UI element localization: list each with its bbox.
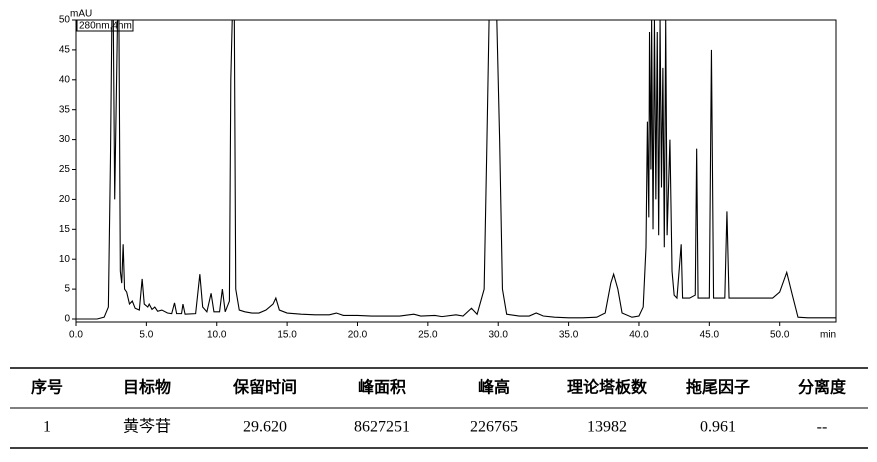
x-tick-label: 30.0 <box>488 330 508 341</box>
y-tick-label: 10 <box>59 254 71 265</box>
table-header-cell: 峰面积 <box>358 378 406 397</box>
y-tick-label: 15 <box>59 224 71 235</box>
table-header-cell: 分离度 <box>798 378 847 397</box>
table-cell: -- <box>817 419 828 436</box>
table-cell: 13982 <box>587 419 627 436</box>
legend-box <box>76 19 134 32</box>
table-cell: 1 <box>43 419 51 436</box>
x-tick-label: 5.0 <box>139 330 153 341</box>
table-header-cell: 理论塔板数 <box>567 378 648 397</box>
table-cell: 226765 <box>470 419 518 436</box>
y-tick-label: 25 <box>59 164 71 175</box>
x-tick-label: 45.0 <box>700 330 720 341</box>
y-tick-label: 0 <box>64 314 70 325</box>
y-tick-label: 20 <box>59 194 71 205</box>
y-tick-label: 30 <box>59 134 71 145</box>
x-axis-label: min <box>820 330 836 341</box>
y-axis-label: mAU <box>70 9 92 20</box>
x-tick-label: 35.0 <box>559 330 579 341</box>
table-cell: 0.961 <box>700 419 736 436</box>
x-tick-label: 20.0 <box>348 330 368 341</box>
x-tick-label: 0.0 <box>69 330 83 341</box>
x-tick-label: 25.0 <box>418 330 438 341</box>
y-tick-label: 50 <box>59 15 71 26</box>
table-cell: 29.620 <box>243 419 287 436</box>
y-tick-label: 45 <box>59 45 71 56</box>
table-header-cell: 拖尾因子 <box>686 378 750 397</box>
legend-label: 280nm,4nm <box>79 21 132 32</box>
table-cell: 8627251 <box>354 419 410 436</box>
table-cell: 黄芩苷 <box>123 418 171 436</box>
x-tick-label: 40.0 <box>629 330 649 341</box>
plot-frame <box>75 19 837 323</box>
table-header-cell: 目标物 <box>123 378 171 397</box>
x-tick-label: 50.0 <box>770 330 790 341</box>
table-header-cell: 序号 <box>31 378 63 397</box>
y-tick-label: 40 <box>59 74 71 85</box>
x-tick-label: 10.0 <box>207 330 227 341</box>
trace-line <box>76 20 836 320</box>
y-tick-label: 5 <box>64 284 70 295</box>
table-header-cell: 峰高 <box>478 378 510 397</box>
table-header-cell: 保留时间 <box>232 378 297 397</box>
y-tick-label: 35 <box>59 104 71 115</box>
table: 序号 目标物 保留时间 峰面积 峰高 理论塔板数 拖尾因子 分离度 1 黄芩苷 29.620 8627… <box>10 367 868 449</box>
x-tick-label: 15.0 <box>277 330 297 341</box>
